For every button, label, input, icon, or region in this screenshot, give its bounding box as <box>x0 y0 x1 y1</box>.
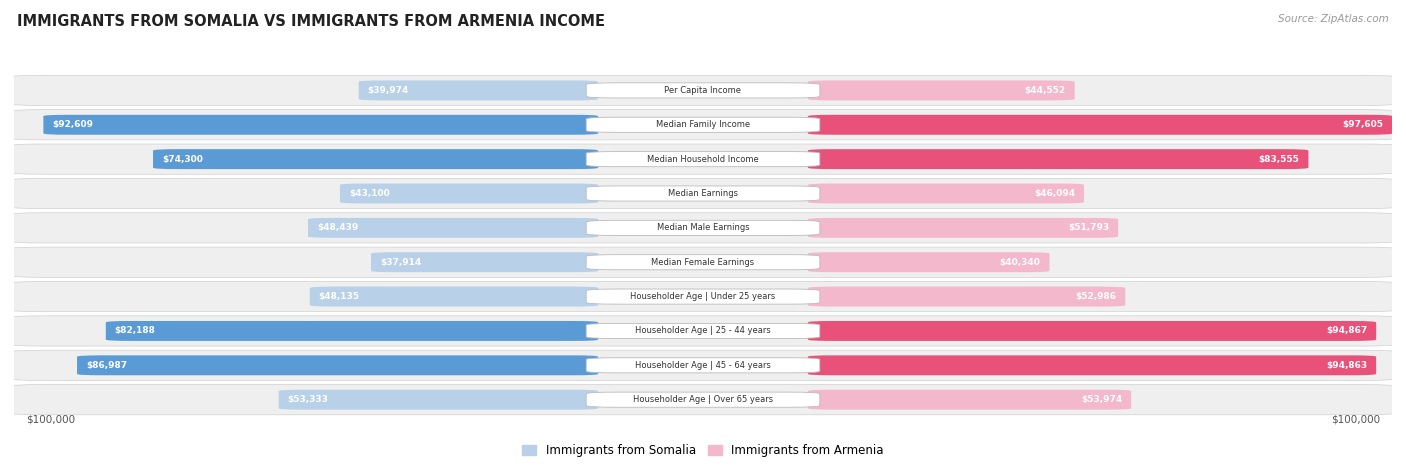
FancyBboxPatch shape <box>77 355 598 375</box>
FancyBboxPatch shape <box>308 218 598 238</box>
Text: Median Household Income: Median Household Income <box>647 155 759 163</box>
Text: $53,974: $53,974 <box>1081 395 1122 404</box>
Text: $43,100: $43,100 <box>349 189 389 198</box>
Text: $94,867: $94,867 <box>1326 326 1367 335</box>
FancyBboxPatch shape <box>586 358 820 373</box>
FancyBboxPatch shape <box>808 218 1118 238</box>
FancyBboxPatch shape <box>586 117 820 132</box>
Text: $39,974: $39,974 <box>368 86 409 95</box>
Text: $48,135: $48,135 <box>319 292 360 301</box>
FancyBboxPatch shape <box>359 80 598 100</box>
FancyBboxPatch shape <box>586 392 820 407</box>
Text: $51,793: $51,793 <box>1069 223 1109 233</box>
Text: Householder Age | Over 65 years: Householder Age | Over 65 years <box>633 395 773 404</box>
Text: $52,986: $52,986 <box>1076 292 1116 301</box>
Text: $94,863: $94,863 <box>1326 361 1367 370</box>
Text: $83,555: $83,555 <box>1258 155 1299 163</box>
FancyBboxPatch shape <box>153 149 598 169</box>
Text: Median Male Earnings: Median Male Earnings <box>657 223 749 233</box>
FancyBboxPatch shape <box>8 213 1398 243</box>
FancyBboxPatch shape <box>309 287 598 306</box>
FancyBboxPatch shape <box>586 289 820 304</box>
FancyBboxPatch shape <box>808 184 1084 204</box>
Text: IMMIGRANTS FROM SOMALIA VS IMMIGRANTS FROM ARMENIA INCOME: IMMIGRANTS FROM SOMALIA VS IMMIGRANTS FR… <box>17 14 605 29</box>
Text: Median Earnings: Median Earnings <box>668 189 738 198</box>
FancyBboxPatch shape <box>8 110 1398 140</box>
Text: Per Capita Income: Per Capita Income <box>665 86 741 95</box>
FancyBboxPatch shape <box>8 350 1398 381</box>
Text: Median Family Income: Median Family Income <box>657 120 749 129</box>
Text: $86,987: $86,987 <box>86 361 127 370</box>
Text: Source: ZipAtlas.com: Source: ZipAtlas.com <box>1278 14 1389 24</box>
Text: Householder Age | 25 - 44 years: Householder Age | 25 - 44 years <box>636 326 770 335</box>
FancyBboxPatch shape <box>586 83 820 98</box>
FancyBboxPatch shape <box>808 287 1125 306</box>
FancyBboxPatch shape <box>586 152 820 167</box>
FancyBboxPatch shape <box>808 115 1392 135</box>
FancyBboxPatch shape <box>371 252 598 272</box>
FancyBboxPatch shape <box>340 184 598 204</box>
FancyBboxPatch shape <box>8 144 1398 174</box>
Text: Householder Age | Under 25 years: Householder Age | Under 25 years <box>630 292 776 301</box>
Legend: Immigrants from Somalia, Immigrants from Armenia: Immigrants from Somalia, Immigrants from… <box>517 439 889 462</box>
FancyBboxPatch shape <box>808 355 1376 375</box>
Text: $53,333: $53,333 <box>288 395 329 404</box>
FancyBboxPatch shape <box>586 220 820 235</box>
FancyBboxPatch shape <box>105 321 598 341</box>
Text: $92,609: $92,609 <box>52 120 93 129</box>
FancyBboxPatch shape <box>8 384 1398 415</box>
FancyBboxPatch shape <box>586 255 820 270</box>
FancyBboxPatch shape <box>44 115 598 135</box>
FancyBboxPatch shape <box>278 390 598 410</box>
FancyBboxPatch shape <box>8 316 1398 346</box>
Text: $37,914: $37,914 <box>380 258 422 267</box>
FancyBboxPatch shape <box>8 247 1398 277</box>
FancyBboxPatch shape <box>8 75 1398 106</box>
Text: $46,094: $46,094 <box>1033 189 1076 198</box>
Text: Median Female Earnings: Median Female Earnings <box>651 258 755 267</box>
Text: $82,188: $82,188 <box>115 326 156 335</box>
Text: $100,000: $100,000 <box>27 415 75 425</box>
FancyBboxPatch shape <box>8 178 1398 209</box>
Text: $48,439: $48,439 <box>316 223 359 233</box>
Text: $100,000: $100,000 <box>1331 415 1379 425</box>
Text: $44,552: $44,552 <box>1025 86 1066 95</box>
Text: $40,340: $40,340 <box>1000 258 1040 267</box>
Text: $97,605: $97,605 <box>1343 120 1384 129</box>
FancyBboxPatch shape <box>808 80 1074 100</box>
Text: $74,300: $74,300 <box>162 155 202 163</box>
FancyBboxPatch shape <box>808 252 1049 272</box>
FancyBboxPatch shape <box>586 323 820 339</box>
FancyBboxPatch shape <box>8 282 1398 311</box>
FancyBboxPatch shape <box>808 321 1376 341</box>
Text: Householder Age | 45 - 64 years: Householder Age | 45 - 64 years <box>636 361 770 370</box>
FancyBboxPatch shape <box>586 186 820 201</box>
FancyBboxPatch shape <box>808 390 1132 410</box>
FancyBboxPatch shape <box>808 149 1309 169</box>
